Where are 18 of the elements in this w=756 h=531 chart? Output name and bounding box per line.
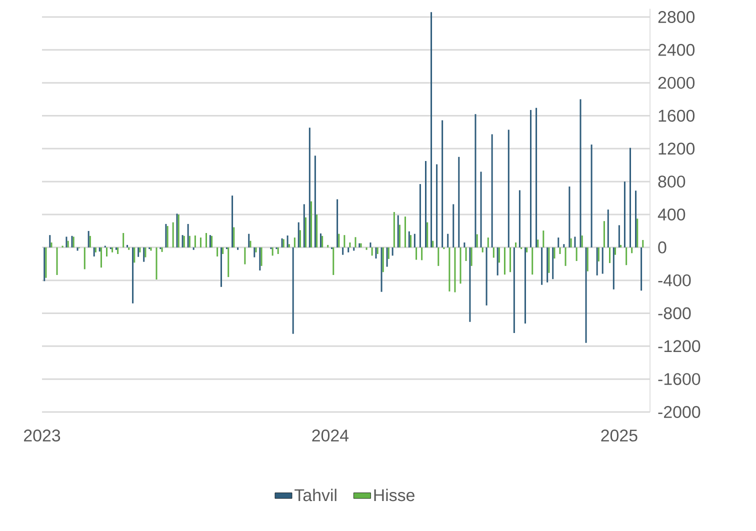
y-tick-label: 800 bbox=[658, 176, 686, 188]
y-tick-label: -1600 bbox=[658, 373, 700, 386]
y-tick-label: -2000 bbox=[658, 406, 700, 418]
y-tick-label: -400 bbox=[658, 274, 691, 286]
x-tick-label: 2023 bbox=[24, 430, 60, 442]
y-tick-label: 400 bbox=[658, 208, 686, 221]
legend-label: Tahvil bbox=[294, 488, 336, 502]
y-tick-label: 2000 bbox=[658, 76, 695, 89]
legend-label: Hisse bbox=[374, 488, 414, 502]
x-tick-label: 2024 bbox=[312, 430, 349, 442]
y-tick-label: -800 bbox=[658, 307, 691, 320]
x-tick-label: 2025 bbox=[601, 430, 638, 442]
y-tick-label: -1200 bbox=[658, 340, 700, 352]
y-tick-label: 2400 bbox=[658, 44, 695, 56]
y-tick-label: 2800 bbox=[658, 11, 695, 24]
y-tick-label: 0 bbox=[658, 241, 666, 254]
y-tick-label: 1200 bbox=[658, 142, 695, 155]
y-tick-label: 1600 bbox=[658, 110, 695, 122]
